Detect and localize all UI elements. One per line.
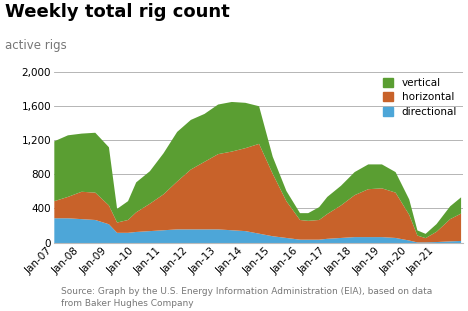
- Text: Source: Graph by the U.S. Energy Information Administration (EIA), based on data: Source: Graph by the U.S. Energy Informa…: [61, 287, 432, 308]
- Legend: vertical, horizontal, directional: vertical, horizontal, directional: [379, 74, 461, 121]
- Text: active rigs: active rigs: [5, 39, 66, 52]
- Text: Weekly total rig count: Weekly total rig count: [5, 3, 229, 21]
